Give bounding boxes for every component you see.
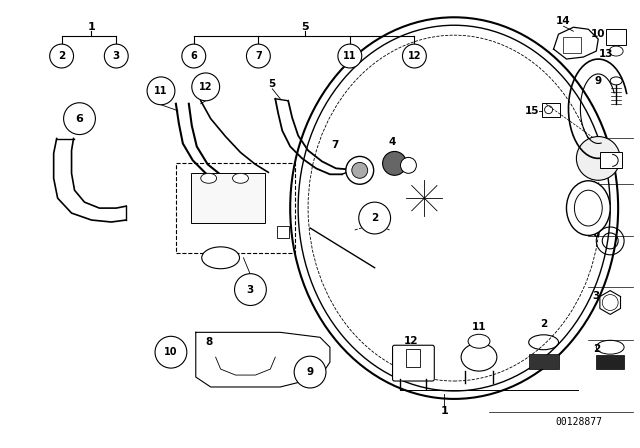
Bar	[406, 349, 420, 367]
Text: 13: 13	[599, 49, 614, 59]
Bar	[596, 355, 624, 369]
Text: 3: 3	[593, 291, 600, 301]
Text: 11: 11	[154, 86, 168, 96]
Circle shape	[234, 274, 266, 306]
Ellipse shape	[202, 247, 239, 269]
Circle shape	[63, 103, 95, 134]
Circle shape	[401, 157, 417, 173]
Text: 8: 8	[205, 337, 212, 347]
Text: 11: 11	[472, 323, 486, 332]
Bar	[541, 103, 559, 116]
Text: 14: 14	[556, 16, 571, 26]
Circle shape	[294, 356, 326, 388]
Text: 12: 12	[408, 51, 421, 61]
Circle shape	[346, 156, 374, 184]
Text: 10: 10	[591, 29, 605, 39]
Circle shape	[155, 336, 187, 368]
Text: 4: 4	[389, 137, 396, 146]
Text: 2: 2	[58, 51, 65, 61]
Ellipse shape	[566, 181, 610, 236]
Text: 9: 9	[595, 76, 602, 86]
Text: 11: 11	[343, 51, 356, 61]
Text: 2: 2	[371, 213, 378, 223]
Text: 2: 2	[540, 319, 547, 329]
Ellipse shape	[468, 334, 490, 348]
Text: 1: 1	[88, 22, 95, 32]
Bar	[529, 354, 559, 369]
Ellipse shape	[575, 190, 602, 226]
Ellipse shape	[461, 343, 497, 371]
Text: 5: 5	[269, 79, 276, 89]
Text: 12: 12	[404, 336, 419, 346]
Text: 5: 5	[301, 22, 309, 32]
Circle shape	[403, 44, 426, 68]
Text: 3: 3	[247, 284, 254, 295]
Text: 6: 6	[593, 229, 600, 239]
Text: 1: 1	[440, 406, 448, 416]
Bar	[563, 37, 581, 53]
Circle shape	[577, 137, 620, 180]
Bar	[191, 173, 266, 223]
Circle shape	[50, 44, 74, 68]
FancyBboxPatch shape	[392, 345, 435, 381]
Bar	[600, 152, 622, 168]
Text: 6: 6	[76, 114, 83, 124]
Circle shape	[104, 44, 128, 68]
Ellipse shape	[232, 173, 248, 183]
Circle shape	[192, 73, 220, 101]
Circle shape	[246, 44, 270, 68]
Bar	[277, 226, 289, 238]
Text: 15: 15	[524, 106, 539, 116]
Text: 12: 12	[199, 82, 212, 92]
Text: 7: 7	[332, 141, 339, 151]
Circle shape	[383, 151, 406, 175]
Circle shape	[147, 77, 175, 105]
Text: 2: 2	[593, 344, 600, 354]
Ellipse shape	[201, 173, 217, 183]
Circle shape	[182, 44, 205, 68]
Text: 7: 7	[593, 150, 600, 159]
Text: 6: 6	[191, 51, 197, 61]
Text: 10: 10	[164, 347, 178, 357]
Circle shape	[359, 202, 390, 234]
Text: 9: 9	[307, 367, 314, 377]
Ellipse shape	[610, 77, 622, 85]
Text: 3: 3	[113, 51, 120, 61]
Text: 7: 7	[255, 51, 262, 61]
Circle shape	[352, 162, 368, 178]
Text: 00128877: 00128877	[555, 417, 602, 427]
Bar	[176, 164, 295, 253]
Circle shape	[338, 44, 362, 68]
Bar	[606, 29, 626, 45]
